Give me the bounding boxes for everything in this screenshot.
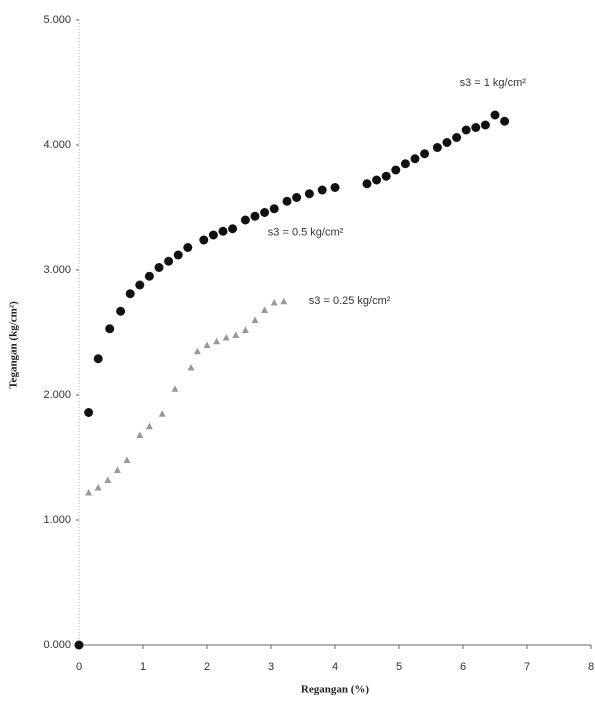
point <box>232 331 240 338</box>
point <box>391 165 401 175</box>
point <box>400 159 410 169</box>
y-tick-label: 0.000 <box>43 639 71 651</box>
point <box>171 385 179 392</box>
point <box>270 299 278 306</box>
point <box>173 250 183 260</box>
point <box>183 243 193 252</box>
point <box>330 183 340 192</box>
y-tick-label: 4.000 <box>43 139 71 151</box>
point <box>250 211 260 221</box>
point <box>261 306 269 313</box>
y-tick-label: 5.000 <box>43 14 71 26</box>
point <box>480 120 490 130</box>
point <box>187 364 195 371</box>
point <box>123 456 131 463</box>
point <box>136 431 144 438</box>
x-tick-label: 5 <box>396 661 402 673</box>
point <box>144 271 154 281</box>
point <box>292 193 302 202</box>
point <box>94 484 102 491</box>
point <box>93 354 103 364</box>
x-tick-label: 7 <box>524 661 530 673</box>
point <box>222 334 230 341</box>
point <box>251 316 259 323</box>
annotation: s3 = 0.5 kg/cm² <box>268 226 344 238</box>
point <box>228 224 238 234</box>
point <box>104 476 112 483</box>
x-tick-label: 0 <box>76 661 82 673</box>
point <box>113 466 121 473</box>
point <box>420 149 430 159</box>
point <box>213 337 221 345</box>
point <box>317 185 327 195</box>
point <box>145 422 153 430</box>
point <box>260 208 270 217</box>
point <box>269 204 279 214</box>
point <box>193 347 201 355</box>
point <box>452 133 462 142</box>
point <box>105 324 115 334</box>
x-tick-label: 1 <box>140 661 146 673</box>
x-axis-title: Regangan (%) <box>301 684 369 696</box>
point <box>442 138 452 147</box>
point <box>116 306 126 316</box>
point <box>500 116 510 126</box>
point <box>461 125 471 135</box>
point <box>218 226 228 236</box>
point <box>372 175 382 185</box>
point <box>208 230 218 240</box>
y-tick-label: 1.000 <box>43 514 71 526</box>
point <box>282 196 292 206</box>
point <box>154 263 164 272</box>
point <box>410 154 420 164</box>
point <box>84 408 94 417</box>
point <box>240 215 250 225</box>
point <box>432 143 442 152</box>
point <box>203 341 211 348</box>
point <box>135 280 145 290</box>
x-tick-label: 3 <box>268 661 274 673</box>
y-axis-title: Tegangan (kg/cm²) <box>8 301 20 389</box>
point <box>490 110 500 120</box>
point <box>471 123 481 132</box>
x-tick-label: 4 <box>332 661 338 673</box>
point <box>304 189 314 199</box>
point <box>74 640 84 650</box>
point <box>164 256 174 266</box>
point <box>362 179 372 189</box>
x-tick-label: 2 <box>204 661 210 673</box>
point <box>158 410 166 417</box>
x-tick-label: 8 <box>588 661 594 673</box>
point <box>125 289 135 299</box>
point <box>199 235 209 245</box>
y-tick-label: 2.000 <box>43 389 71 401</box>
point <box>280 297 288 305</box>
point <box>85 489 93 496</box>
point <box>241 326 249 333</box>
point <box>381 171 391 181</box>
series-label: s3 = 0.25 kg/cm² <box>309 295 391 307</box>
y-tick-label: 3.000 <box>43 264 71 276</box>
series-label: s3 = 1 kg/cm² <box>460 77 527 89</box>
x-tick-label: 6 <box>460 661 466 673</box>
